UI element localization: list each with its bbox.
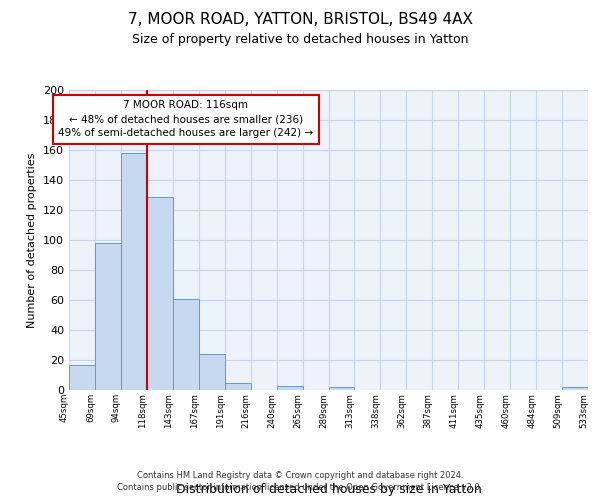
Text: Contains HM Land Registry data © Crown copyright and database right 2024.
Contai: Contains HM Land Registry data © Crown c… bbox=[118, 471, 482, 492]
Bar bbox=[95, 243, 121, 390]
Bar bbox=[277, 386, 302, 390]
Bar bbox=[225, 382, 251, 390]
Bar bbox=[199, 354, 224, 390]
Text: 7 MOOR ROAD: 116sqm
← 48% of detached houses are smaller (236)
49% of semi-detac: 7 MOOR ROAD: 116sqm ← 48% of detached ho… bbox=[58, 100, 313, 138]
Y-axis label: Number of detached properties: Number of detached properties bbox=[28, 152, 37, 328]
Bar bbox=[329, 387, 355, 390]
Text: Size of property relative to detached houses in Yatton: Size of property relative to detached ho… bbox=[132, 32, 468, 46]
Bar bbox=[147, 196, 173, 390]
Bar bbox=[173, 298, 199, 390]
Bar bbox=[121, 153, 147, 390]
Bar bbox=[69, 364, 95, 390]
Bar bbox=[562, 387, 588, 390]
Text: 7, MOOR ROAD, YATTON, BRISTOL, BS49 4AX: 7, MOOR ROAD, YATTON, BRISTOL, BS49 4AX bbox=[128, 12, 473, 28]
X-axis label: Distribution of detached houses by size in Yatton: Distribution of detached houses by size … bbox=[176, 483, 481, 496]
